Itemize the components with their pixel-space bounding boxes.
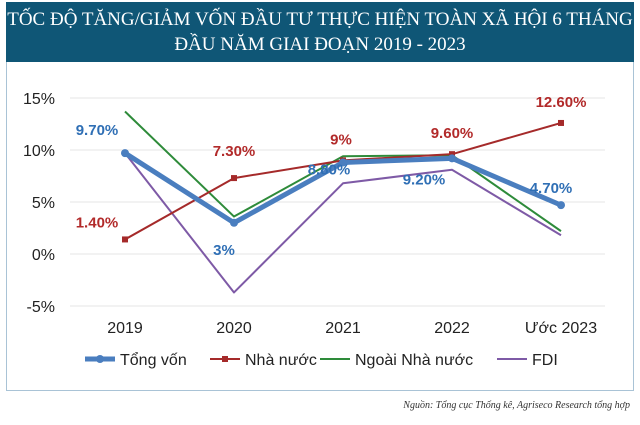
legend-label: Tổng vốn: [120, 351, 187, 369]
data-point: [339, 158, 347, 167]
y-tick-label: 15%: [23, 91, 55, 108]
data-label: 8.80%: [308, 161, 351, 178]
x-tick-label: 2019: [107, 320, 143, 337]
legend-label: FDI: [532, 352, 558, 369]
data-point: [231, 175, 237, 182]
x-tick-label: 2022: [434, 320, 470, 337]
data-label: 7.30%: [213, 143, 256, 160]
data-point: [449, 151, 455, 158]
data-label: 9.70%: [76, 122, 119, 139]
data-label: 9.20%: [403, 171, 446, 188]
data-point: [230, 218, 238, 227]
data-point: [448, 154, 456, 163]
data-label: 1.40%: [76, 214, 119, 231]
series-line-2: [124, 110, 562, 232]
legend-label: Nhà nước: [245, 352, 317, 369]
x-tick-label: Ước 2023: [525, 320, 597, 337]
series-line-3: [124, 152, 562, 294]
legend-label: Ngoài Nhà nước: [355, 352, 473, 369]
legend-marker: [96, 355, 104, 363]
y-tick-label: -5%: [27, 299, 55, 316]
line-chart: -5% 0% 5% 10% 15% 2019 2020 2021 2022 Ước 2023 9.7…: [23, 91, 605, 369]
y-tick-label: 0%: [32, 247, 55, 264]
data-label: 9.60%: [431, 125, 474, 142]
data-label: 12.60%: [536, 94, 587, 111]
source-note: Nguồn: Tổng cục Thống kê, Agriseco Resea…: [403, 400, 630, 411]
data-label: 9%: [330, 131, 352, 148]
data-point: [557, 201, 565, 210]
y-tick-label: 10%: [23, 143, 55, 160]
data-point: [122, 236, 128, 243]
legend-marker: [222, 356, 228, 362]
data-label: 4.70%: [530, 180, 573, 197]
data-point: [558, 119, 564, 126]
chart-title: TỐC ĐỘ TĂNG/GIẢM VỐN ĐẦU TƯ THỰC HIỆN TO…: [6, 2, 634, 62]
x-tick-label: 2020: [216, 320, 252, 337]
data-point: [121, 149, 129, 158]
x-tick-label: 2021: [325, 320, 361, 337]
y-tick-label: 5%: [32, 195, 55, 212]
data-label: 3%: [213, 242, 235, 259]
